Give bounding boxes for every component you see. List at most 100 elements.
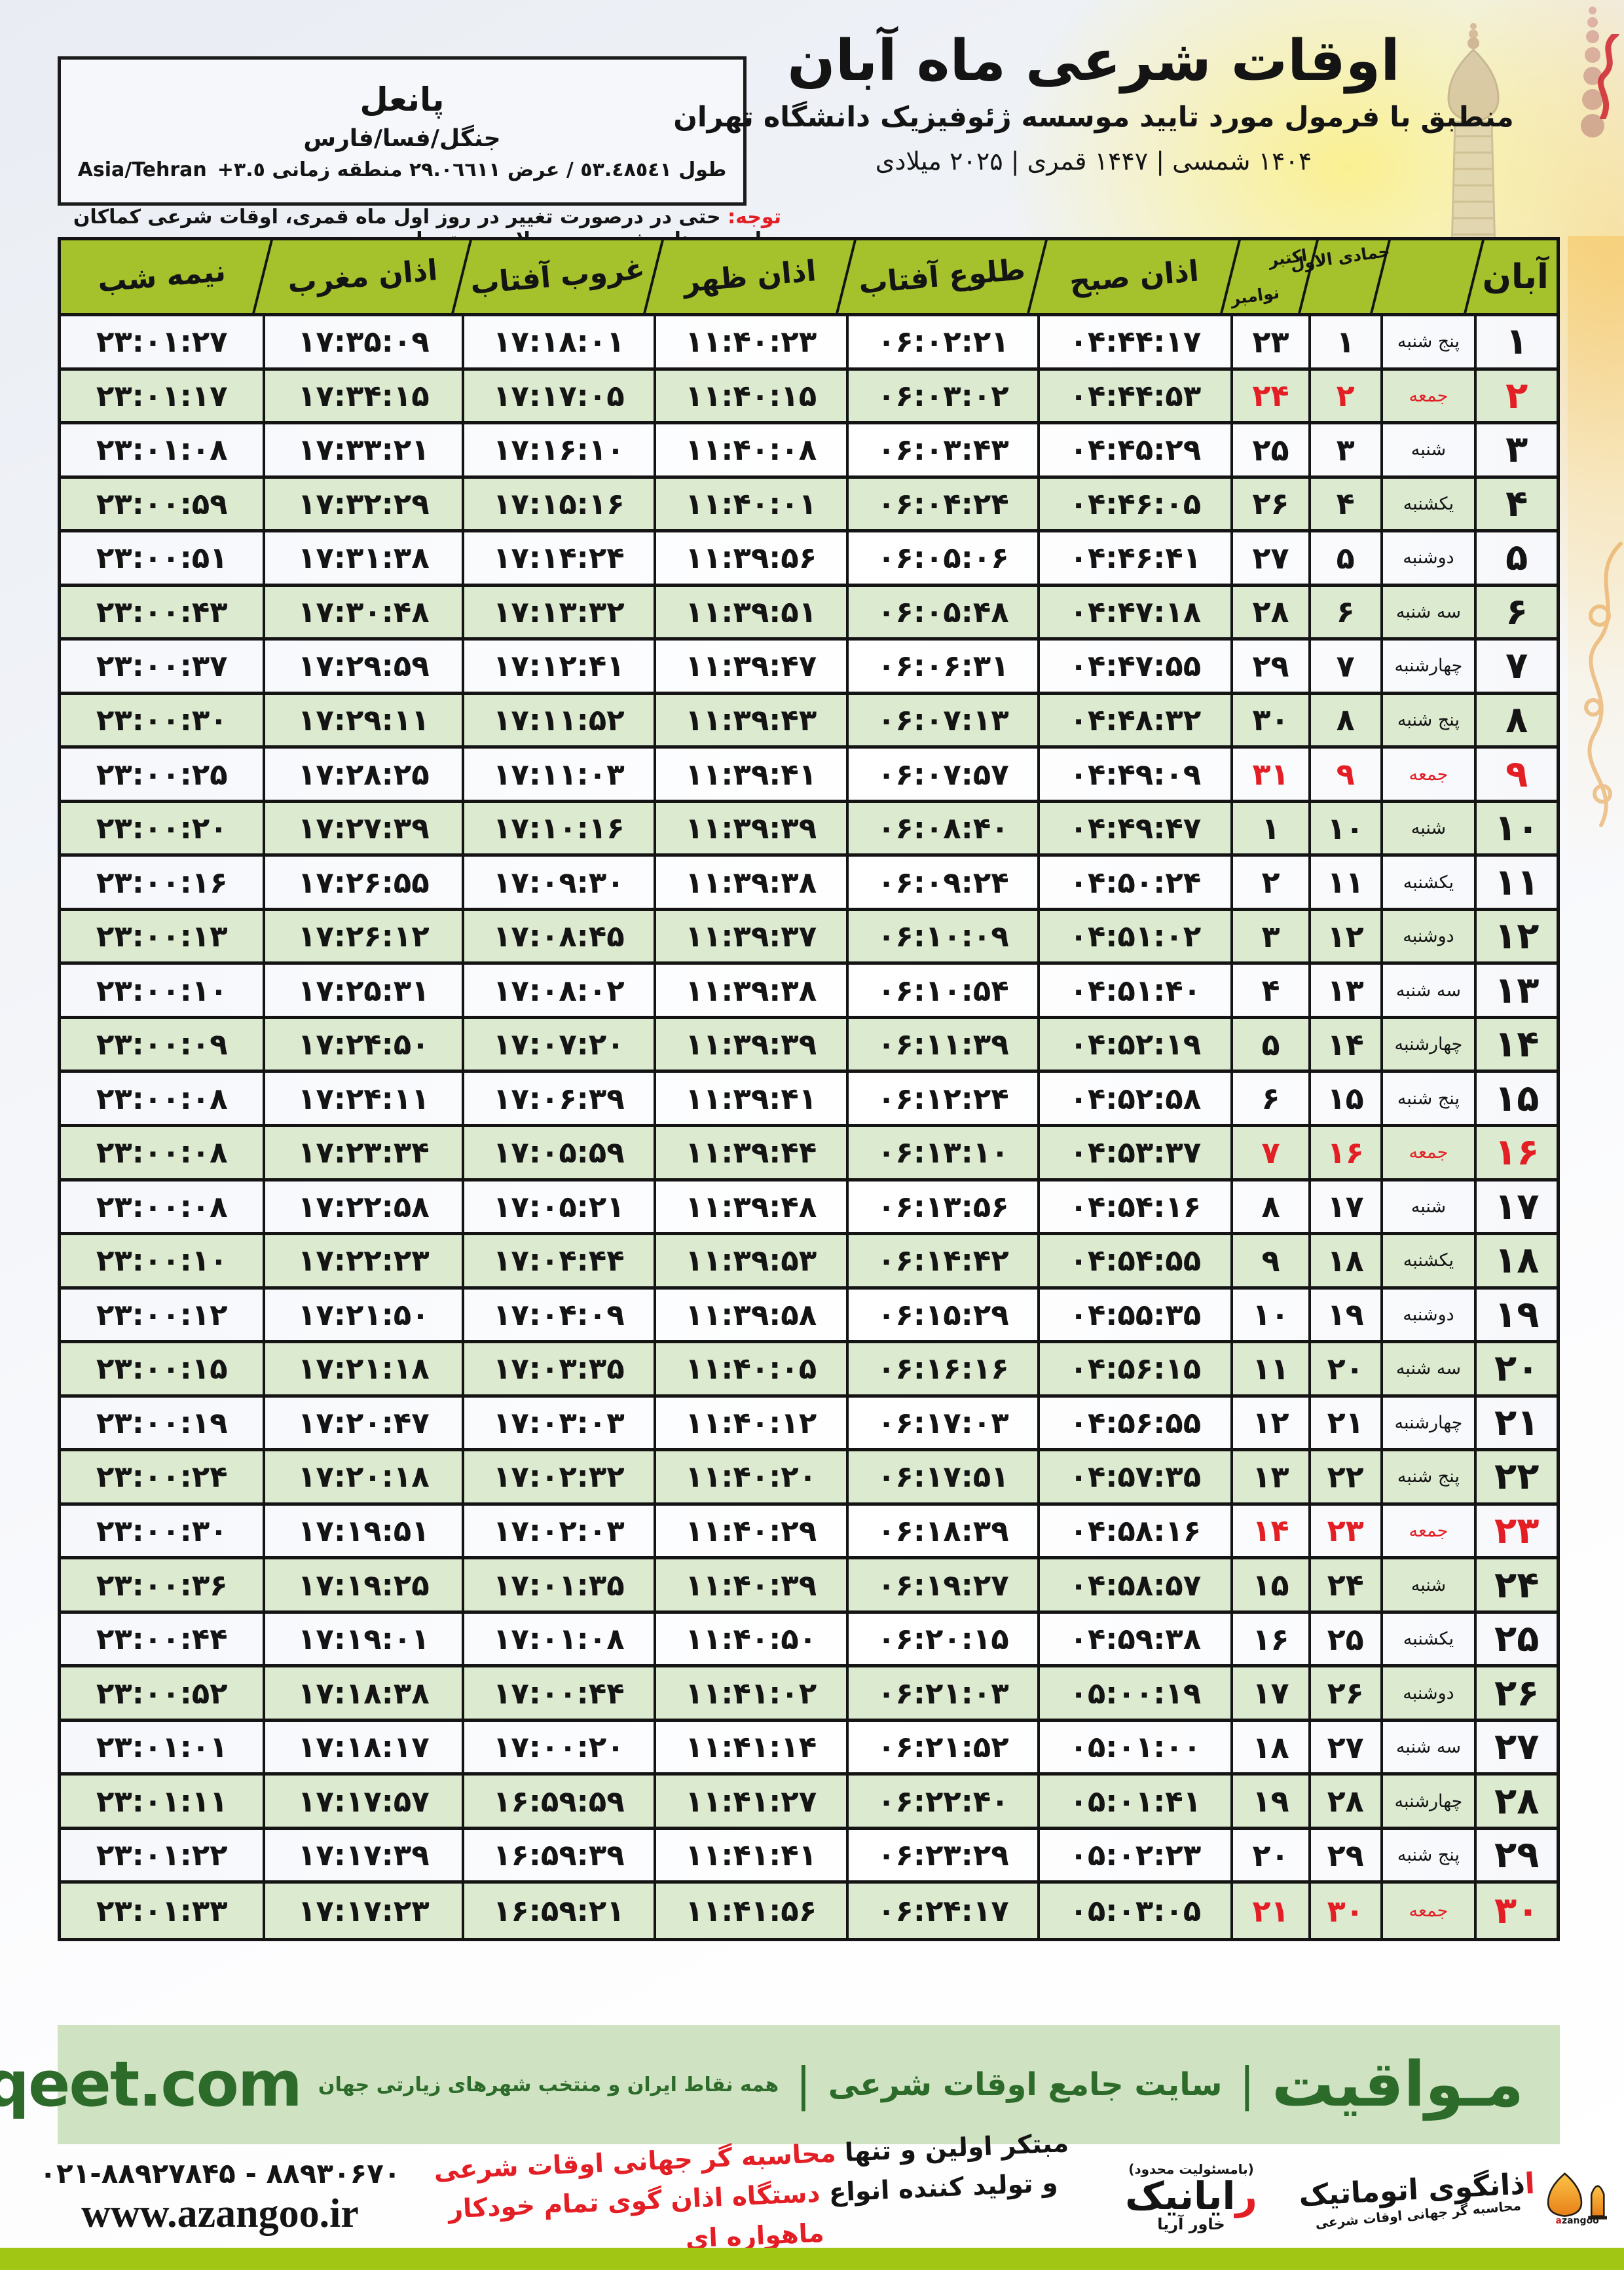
cell-aban-day: ۴	[1474, 478, 1557, 530]
cell-azan-sobh: ۰۴:۵۱:۰۲	[1037, 910, 1230, 962]
table-row: ۱۶ جمعه ۱۶ ۷ ۰۴:۵۳:۳۷ ۰۶:۱۳:۱۰ ۱۱:۳۹:۴۴ …	[61, 1126, 1557, 1182]
cell-tolu-aftab: ۰۶:۰۷:۱۳	[846, 694, 1037, 746]
cell-weekday: سه شنبه	[1380, 1721, 1475, 1773]
cell-weekday: دوشنبه	[1380, 532, 1475, 584]
column-header-ghorub-aftab: غروب آفتاب	[462, 240, 653, 313]
table-row: ۹ جمعه ۹ ۳۱ ۰۴:۴۹:۰۹ ۰۶:۰۷:۵۷ ۱۱:۳۹:۴۱ ۱…	[61, 749, 1557, 803]
cell-weekday: پنج شنبه	[1380, 316, 1475, 367]
banner-separator: |	[796, 2058, 811, 2112]
cell-azan-sobh: ۰۴:۴۶:۴۱	[1037, 532, 1230, 584]
cell-weekday: جمعه	[1380, 1884, 1475, 1938]
cell-ghorub-aftab: ۱۶:۵۹:۲۱	[462, 1884, 653, 1938]
cell-azan-zohr: ۱۱:۳۹:۵۶	[653, 532, 847, 584]
coordinates-text: طول ٥٣.٤٨٥٤١ / عرض ٢٩.٠٦٦١١ منطقه زمانی …	[217, 158, 727, 181]
cell-azan-maghreb: ۱۷:۱۷:۵۷	[263, 1776, 462, 1827]
cell-ghorub-aftab: ۱۷:۰۱:۳۵	[462, 1559, 653, 1610]
cell-nimeh-shab: ۲۳:۰۰:۴۴	[96, 1622, 228, 1657]
cell-azan-zohr: ۱۱:۴۱:۱۴	[653, 1721, 847, 1773]
footer: azangoo اذانگوی اتوماتیک محاسبه گر جهانی…	[0, 2129, 1624, 2254]
cell-weekday: شنبه	[1380, 802, 1475, 854]
cell-gregorian-day: ۲۵	[1230, 424, 1308, 475]
cell-nimeh-shab: ۲۳:۰۱:۲۲	[96, 1838, 228, 1873]
column-header-azan-zohr: اذان ظهر	[654, 240, 847, 313]
cell-nimeh-shab: ۲۳:۰۰:۱۶	[96, 865, 228, 900]
mavaqeet-banner: مـواقیت | سایت جامع اوقات شرعی | همه نقا…	[0, 2025, 1560, 2144]
cell-ghorub-aftab: ۱۷:۰۰:۲۰	[462, 1721, 653, 1773]
cell-nimeh-shab: ۲۳:۰۰:۵۹	[96, 486, 228, 521]
cell-gregorian-day: ۲۳	[1230, 316, 1308, 367]
cell-ghorub-aftab: ۱۷:۱۶:۱۰	[462, 424, 653, 475]
cell-weekday: سه شنبه	[1380, 586, 1475, 638]
cell-azan-maghreb: ۱۷:۲۰:۱۸	[263, 1451, 462, 1502]
cell-weekday: شنبه	[1380, 1559, 1475, 1610]
table-row: ۱۹ دوشنبه ۱۹ ۱۰ ۰۴:۵۵:۳۵ ۰۶:۱۵:۲۹ ۱۱:۳۹:…	[61, 1289, 1557, 1344]
table-row: ۱۴ چهارشنبه ۱۴ ۵ ۰۴:۵۲:۱۹ ۰۶:۱۱:۳۹ ۱۱:۳۹…	[61, 1018, 1557, 1073]
cell-weekday: یکشنبه	[1380, 1235, 1475, 1286]
cell-azan-maghreb: ۱۷:۲۶:۱۲	[263, 910, 462, 962]
cell-ghorub-aftab: ۱۷:۰۵:۵۹	[462, 1126, 653, 1178]
cell-gregorian-day: ۲۶	[1230, 478, 1308, 530]
cell-azan-sobh: ۰۴:۵۹:۳۸	[1037, 1613, 1230, 1665]
cell-azan-maghreb: ۱۷:۲۹:۱۱	[263, 694, 462, 746]
cell-weekday: پنج شنبه	[1380, 1451, 1475, 1502]
cell-aban-day: ۱۹	[1474, 1289, 1557, 1341]
cell-ghorub-aftab: ۱۷:۰۳:۳۵	[462, 1343, 653, 1394]
notice-label: توجه:	[728, 206, 781, 229]
cell-azan-sobh: ۰۵:۰۱:۰۰	[1037, 1721, 1230, 1773]
cell-gregorian-day: ۲۴	[1230, 370, 1308, 422]
cell-aban-day: ۱۶	[1474, 1126, 1557, 1178]
cell-azan-maghreb: ۱۷:۱۹:۲۵	[263, 1559, 462, 1610]
table-row: ۲۲ پنج شنبه ۲۲ ۱۳ ۰۴:۵۷:۳۵ ۰۶:۱۷:۵۱ ۱۱:۴…	[61, 1451, 1557, 1506]
cell-ghorub-aftab: ۱۷:۰۵:۲۱	[462, 1181, 653, 1233]
cell-azan-sobh: ۰۴:۴۹:۴۷	[1037, 802, 1230, 854]
cell-nimeh-shab: ۲۳:۰۰:۰۹	[96, 1027, 228, 1062]
cell-tolu-aftab: ۰۶:۱۱:۳۹	[846, 1018, 1037, 1070]
azangoo-dome-icon: azangoo	[1547, 2172, 1607, 2226]
cell-azan-maghreb: ۱۷:۲۴:۱۱	[263, 1073, 462, 1124]
cell-nimeh-shab: ۲۳:۰۰:۴۳	[96, 594, 228, 629]
cell-aban-day: ۱۰	[1474, 802, 1557, 854]
table-row: ۱۲ دوشنبه ۱۲ ۳ ۰۴:۵۱:۰۲ ۰۶:۱۰:۰۹ ۱۱:۳۹:۳…	[61, 910, 1557, 965]
rayanik-note: (بامسئولیت محدود)	[1128, 2161, 1254, 2177]
cell-azan-maghreb: ۱۷:۳۱:۳۸	[263, 532, 462, 584]
cell-aban-day: ۲۸	[1474, 1776, 1557, 1827]
cell-gregorian-day: ۸	[1230, 1181, 1308, 1233]
cell-azan-maghreb: ۱۷:۲۳:۳۴	[263, 1126, 462, 1178]
cell-azan-sobh: ۰۴:۵۶:۱۵	[1037, 1343, 1230, 1394]
rayanik-side: خاور آریا	[1157, 2215, 1225, 2233]
floral-ornament-icon	[1584, 542, 1623, 827]
cell-weekday: چهارشنبه	[1380, 1397, 1475, 1449]
table-row: ۱ پنج شنبه ۱ ۲۳ ۰۴:۴۴:۱۷ ۰۶:۰۲:۲۱ ۱۱:۴۰:…	[61, 316, 1557, 371]
cell-azan-sobh: ۰۴:۴۴:۱۷	[1037, 316, 1230, 367]
cell-weekday: پنج شنبه	[1380, 694, 1475, 746]
cell-tolu-aftab: ۰۶:۱۳:۱۰	[846, 1126, 1037, 1178]
cell-tolu-aftab: ۰۶:۱۳:۵۶	[846, 1181, 1037, 1233]
cell-gregorian-day: ۱۷	[1230, 1667, 1308, 1719]
table-row: ۲۳ جمعه ۲۳ ۱۴ ۰۴:۵۸:۱۶ ۰۶:۱۸:۳۹ ۱۱:۴۰:۲۹…	[61, 1505, 1557, 1560]
cell-tolu-aftab: ۰۶:۰۸:۴۰	[846, 802, 1037, 854]
cell-jumada-day: ۲۳	[1308, 1505, 1380, 1557]
cell-jumada-day: ۲۷	[1308, 1721, 1380, 1773]
cell-azan-zohr: ۱۱:۴۰:۳۹	[653, 1559, 847, 1610]
cell-weekday: جمعه	[1380, 370, 1475, 422]
cell-azan-maghreb: ۱۷:۳۵:۰۹	[263, 316, 462, 367]
cell-tolu-aftab: ۰۶:۱۰:۰۹	[846, 910, 1037, 962]
cell-azan-zohr: ۱۱:۴۰:۲۰	[653, 1451, 847, 1502]
cell-nimeh-shab: ۲۳:۰۱:۰۱	[96, 1730, 228, 1765]
cell-jumada-day: ۲۶	[1308, 1667, 1380, 1719]
cell-nimeh-shab: ۲۳:۰۰:۳۶	[96, 1567, 228, 1603]
azangoo-logo: azangoo اذانگوی اتوماتیک محاسبه گر جهانی…	[1298, 2155, 1607, 2240]
cell-gregorian-day: ۹	[1230, 1235, 1308, 1286]
cell-weekday: دوشنبه	[1380, 910, 1475, 962]
cell-azan-maghreb: ۱۷:۳۳:۲۱	[263, 424, 462, 475]
cell-weekday: جمعه	[1380, 1126, 1475, 1178]
mavaqeet-url[interactable]: mavaqeet.com	[0, 2049, 303, 2121]
table-row: ۱۸ یکشنبه ۱۸ ۹ ۰۴:۵۴:۵۵ ۰۶:۱۴:۴۲ ۱۱:۳۹:۵…	[61, 1235, 1557, 1290]
spire-beads-icon	[1581, 7, 1604, 138]
cell-tolu-aftab: ۰۶:۲۴:۱۷	[846, 1884, 1037, 1938]
cell-azan-zohr: ۱۱:۳۹:۳۸	[653, 965, 847, 1016]
cell-aban-day: ۱۷	[1474, 1181, 1557, 1233]
table-row: ۶ سه شنبه ۶ ۲۸ ۰۴:۴۷:۱۸ ۰۶:۰۵:۴۸ ۱۱:۳۹:۵…	[61, 586, 1557, 641]
cell-nimeh-shab: ۲۳:۰۰:۱۰	[96, 973, 228, 1008]
azangoo-url[interactable]: www.azangoo.ir	[81, 2191, 359, 2236]
